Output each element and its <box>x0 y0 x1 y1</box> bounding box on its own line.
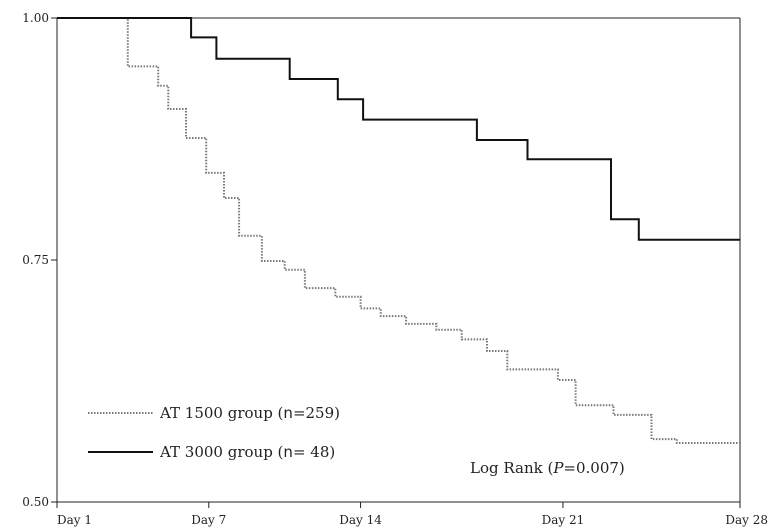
x-tick-label-2: Day 14 <box>339 513 382 527</box>
log-rank-part3: =0.007) <box>563 459 624 477</box>
legend-label-at1500-part1: AT 1500 group ( <box>159 404 283 422</box>
y-tick-label-1: 0.75 <box>22 253 49 267</box>
y-tick-label-2: 0.50 <box>22 495 49 509</box>
x-tick-label-1: Day 7 <box>191 513 226 527</box>
legend-label-at1500-n: n <box>283 404 293 422</box>
x-tick-label-4: Day 28 <box>725 513 768 527</box>
series-layer <box>57 17 740 444</box>
x-ticks: Day 1 Day 7 Day 14 Day 21 Day 28 <box>56 502 768 527</box>
y-ticks: 1.00 0.75 0.50 <box>22 11 57 509</box>
legend-label-at1500: AT 1500 group (n=259) <box>159 404 340 422</box>
legend-label-at3000-part3: = 48) <box>293 443 335 461</box>
legend-label-at3000-part1: AT 3000 group ( <box>159 443 283 461</box>
log-rank-part1: Log Rank ( <box>470 459 553 477</box>
series-line-at1500 <box>57 17 740 444</box>
legend: AT 1500 group (n=259) AT 3000 group (n= … <box>88 404 340 461</box>
legend-label-at3000-n: n <box>283 443 293 461</box>
axes <box>56 17 741 503</box>
legend-label-at1500-part3: =259) <box>293 404 340 422</box>
y-tick-label-0: 1.00 <box>22 11 49 25</box>
log-rank-annotation: Log Rank (P=0.007) <box>470 459 625 477</box>
series-line-at3000 <box>57 17 740 241</box>
x-tick-label-0: Day 1 <box>57 513 92 527</box>
log-rank-p: P <box>552 459 564 477</box>
legend-label-at3000: AT 3000 group (n= 48) <box>159 443 335 461</box>
x-tick-label-3: Day 21 <box>542 513 585 527</box>
